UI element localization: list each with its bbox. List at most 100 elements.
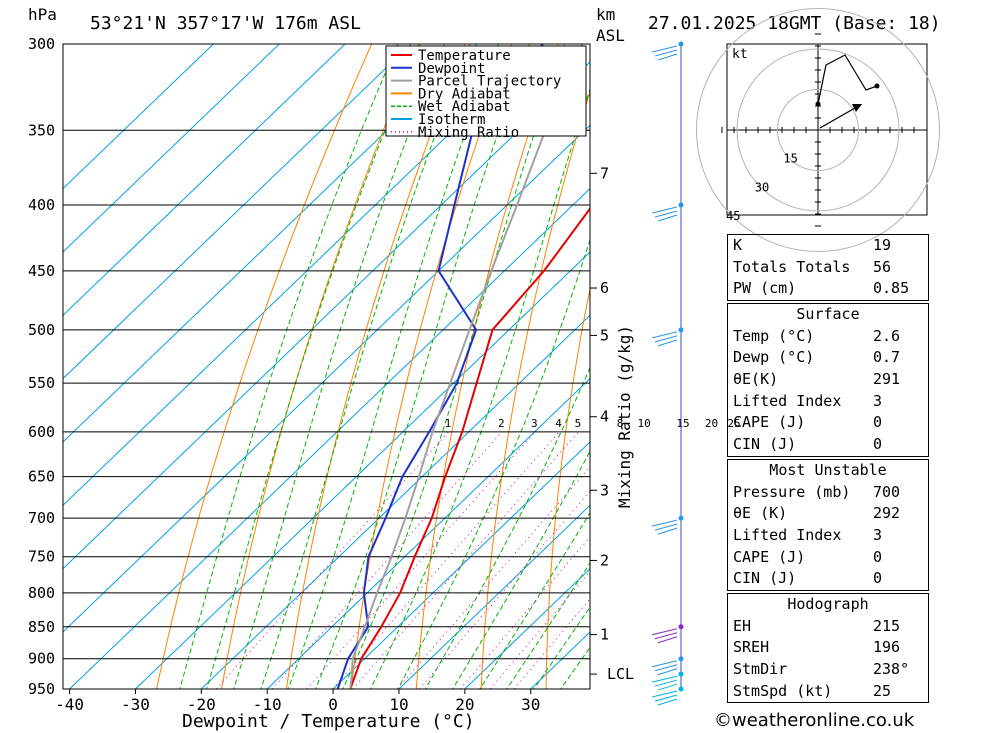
mixing-ratio-label: 20 (705, 417, 718, 430)
surface-row-value: 0.7 (873, 348, 901, 367)
wind-barb-icon (651, 45, 678, 61)
mixing-ratio-axis-title: Mixing Ratio (g/kg) (615, 325, 634, 508)
wind-barb-icon (651, 519, 678, 535)
hodograph-table-title: Hodograph (787, 595, 869, 613)
x-tick-label: -40 (55, 695, 84, 714)
surface-row-label: CIN (J) (733, 435, 797, 454)
mixing-ratio-label: 4 (555, 417, 562, 430)
index-row-value: 19 (873, 236, 892, 254)
hodograph-row: SREH 196 (728, 637, 928, 659)
hodograph-row-value: 215 (873, 616, 901, 635)
hpa-unit-label: hPa (28, 5, 57, 24)
wind-barb-feather (654, 664, 678, 672)
surface-row-value: 0 (873, 435, 883, 454)
location-title: 53°21'N 357°17'W 176m ASL (90, 13, 361, 34)
legend-entry: Wet Adiabat (418, 99, 511, 115)
wind-barb-feather (654, 49, 678, 57)
wind-barb-icon (651, 206, 678, 222)
hodograph-ring (736, 48, 900, 212)
hodograph-row-label: EH (733, 616, 752, 635)
pressure-tick-label: 800 (28, 584, 55, 602)
hodograph-trace (817, 54, 878, 105)
wind-barb-icon (651, 628, 678, 644)
wind-barb-feather (654, 632, 678, 640)
hodograph-row-label: StmSpd (kt) (733, 681, 833, 700)
hodograph-ring-label: 30 (755, 180, 769, 194)
storm-motion-arrowhead (852, 104, 862, 112)
wind-barb-feather (654, 523, 678, 531)
isotherm-line (398, 504, 590, 689)
wind-barb-feather (657, 214, 678, 222)
surface-row-label: CAPE (J) (733, 413, 806, 432)
wind-level-dot (678, 656, 684, 662)
pressure-tick-label: 850 (28, 618, 55, 636)
wet-adiabat-line (506, 562, 590, 689)
surface-row: CIN (J) 0 (728, 434, 928, 456)
mixing-ratio-label: 8 (617, 417, 624, 430)
legend-entry: Parcel Trajectory (418, 74, 561, 90)
dry-adiabat-line (415, 44, 559, 689)
x-tick-label: 10 (389, 695, 408, 714)
index-row-value: 56 (873, 257, 892, 276)
most-unstable-row-label: Lifted Index (733, 526, 842, 545)
most-unstable-row: θE (K) 292 (728, 503, 928, 525)
wet-adiabat-line (260, 44, 471, 689)
dry-adiabat-line (156, 44, 373, 689)
hodograph-row: EH 215 (728, 616, 928, 638)
isotherm-line (464, 567, 590, 689)
hodograph-unit: kt (732, 47, 748, 62)
surface-row-label: Dewp (°C) (733, 348, 815, 367)
wind-barb-feather (651, 519, 678, 527)
index-row: Totals Totals 56 (728, 257, 928, 279)
most-unstable-row: Lifted Index 3 (728, 525, 928, 547)
km-tick-label: 2 (600, 551, 609, 569)
hodograph-row-value: 238° (873, 660, 910, 679)
km-tick-label: 6 (600, 279, 609, 297)
wind-barb-feather (657, 339, 678, 347)
most-unstable-row-value: 292 (873, 504, 901, 523)
pressure-tick-label: 300 (28, 35, 55, 53)
hodograph-ring (696, 8, 940, 252)
legend-entry: Temperature (418, 48, 511, 64)
mixing-ratio-labels: 1 2 3 4 5 8 10 15 20 25 (445, 417, 741, 430)
km-tick-label: 4 (600, 408, 609, 426)
hodograph-start-dot (815, 101, 821, 107)
wind-barb-feather (657, 683, 678, 691)
most-unstable-row: CIN (J) 0 (728, 568, 928, 590)
adiabat-grid (63, 44, 590, 689)
x-tick-label: -10 (253, 695, 282, 714)
wet-adiabat-line (424, 366, 590, 689)
asl-unit-label: ASL (596, 26, 625, 45)
wet-adiabat-line (479, 511, 590, 689)
most-unstable-row-value: 700 (873, 482, 901, 501)
pressure-tick-label: 500 (28, 321, 55, 339)
km-tick-label: 3 (600, 481, 609, 499)
wind-barb-feather (651, 660, 678, 668)
mixing-ratio-line (396, 466, 590, 689)
wet-adiabat-line (179, 44, 399, 689)
isotherm-line (332, 441, 590, 689)
mixing-ratio-label: 5 (575, 417, 582, 430)
km-unit-label: km (596, 5, 615, 24)
surface-row-value: 2.6 (873, 326, 901, 345)
most-unstable-title: Most Unstable (769, 461, 887, 479)
hodograph-ring-label: 15 (783, 152, 797, 166)
index-row: PW (cm) 0.85 (728, 278, 928, 300)
legend-box (385, 45, 587, 137)
dry-adiabat-line (350, 44, 513, 689)
wind-barb-feather (657, 527, 678, 535)
wind-barb-feather (651, 206, 678, 214)
isotherm-line (63, 44, 346, 316)
surface-row: Dewp (°C) 0.7 (728, 347, 928, 369)
x-tick-label: 20 (455, 695, 474, 714)
pressure-tick-label: 450 (28, 262, 55, 280)
wind-barb-feather (651, 628, 678, 636)
most-unstable-row: Pressure (mb) 700 (728, 482, 928, 504)
isotherm-line (135, 251, 590, 689)
pressure-tick-label: 550 (28, 374, 55, 392)
x-axis-title: Dewpoint / Temperature (°C) (182, 711, 475, 732)
wet-adiabat-line (287, 44, 499, 689)
wet-adiabat-line (452, 450, 590, 689)
surface-table: Surface Temp (°C) 2.6 Dewp (°C) 0.7 θE(K) 291 L… (727, 303, 929, 457)
hodograph-row-value: 196 (873, 638, 901, 657)
